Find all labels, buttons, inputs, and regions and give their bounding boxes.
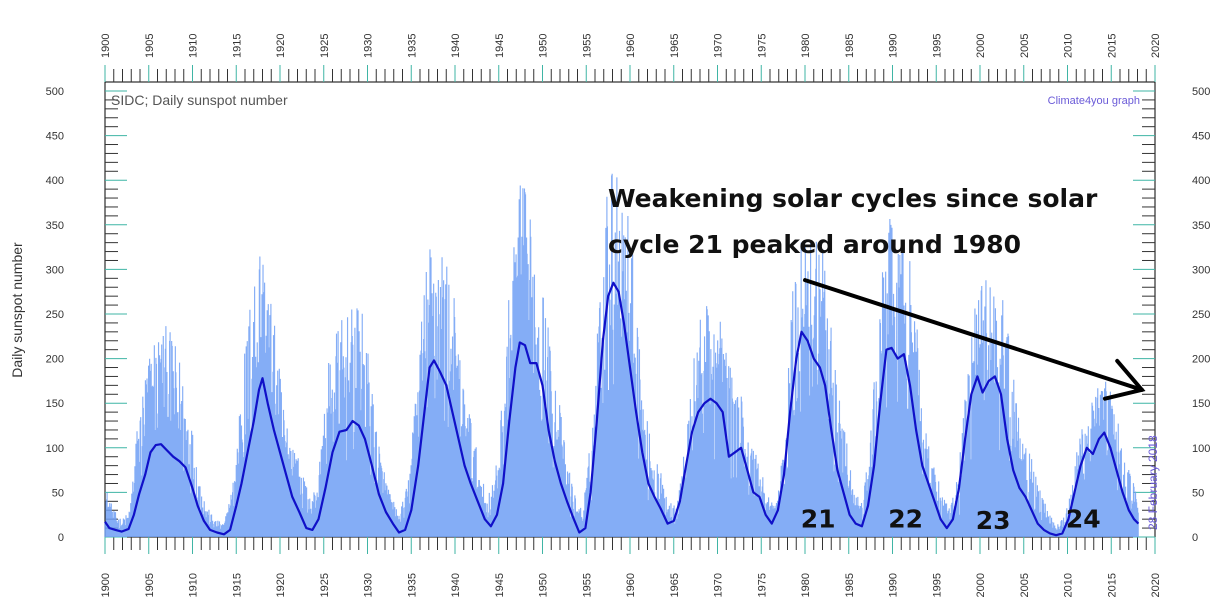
x-tick-label-bottom: 1995 xyxy=(931,573,943,597)
tick-labels: 1900 1900 1905 1905 1910 1910 1915 1915 1920 1920… xyxy=(46,34,1211,598)
credit-label: Climate4you graph xyxy=(1048,95,1140,107)
x-tick-label-bottom: 1945 xyxy=(494,573,506,597)
x-tick-label-top: 1930 xyxy=(363,34,375,58)
annotation-line-1: Weakening solar cycles since solar xyxy=(608,184,1098,213)
y-tick-label-left: 400 xyxy=(46,175,64,187)
annotation-arrow xyxy=(803,278,1146,401)
x-tick-label-bottom: 1925 xyxy=(319,573,331,597)
x-tick-label-top: 1960 xyxy=(625,34,637,58)
x-tick-label-bottom: 1985 xyxy=(844,573,856,597)
y-tick-label-left: 500 xyxy=(46,86,64,98)
x-tick-label-bottom: 2005 xyxy=(1019,573,1031,597)
x-tick-label-top: 2000 xyxy=(975,34,987,58)
x-tick-label-top: 1910 xyxy=(188,34,200,58)
x-tick-label-top: 1975 xyxy=(756,34,768,58)
x-tick-label-top: 1950 xyxy=(538,34,550,58)
y-tick-label-right: 50 xyxy=(1192,487,1204,499)
x-tick-label-top: 1965 xyxy=(669,34,681,58)
x-tick-label-bottom: 1965 xyxy=(669,573,681,597)
x-tick-label-bottom: 1975 xyxy=(756,573,768,597)
cycle-label: 24 xyxy=(1066,504,1101,533)
y-tick-label-left: 50 xyxy=(52,487,64,499)
x-tick-label-bottom: 2000 xyxy=(975,573,987,597)
x-tick-label-bottom: 1915 xyxy=(231,573,243,597)
x-tick-label-top: 2020 xyxy=(1150,34,1162,58)
cycle-label: 23 xyxy=(976,506,1011,535)
x-tick-label-top: 1900 xyxy=(100,34,112,58)
y-tick-label-left: 100 xyxy=(46,443,64,455)
y-tick-label-right: 100 xyxy=(1192,443,1210,455)
x-tick-label-bottom: 1955 xyxy=(581,573,593,597)
x-tick-label-bottom: 1970 xyxy=(713,573,725,597)
x-tick-label-top: 1935 xyxy=(406,34,418,58)
x-tick-label-bottom: 1900 xyxy=(100,573,112,597)
y-tick-label-right: 500 xyxy=(1192,86,1210,98)
x-tick-label-top: 1995 xyxy=(931,34,943,58)
x-tick-label-bottom: 1940 xyxy=(450,573,462,597)
annotation-line-2: cycle 21 peaked around 1980 xyxy=(608,230,1021,259)
y-tick-label-right: 200 xyxy=(1192,354,1210,366)
x-tick-label-bottom: 1920 xyxy=(275,573,287,597)
x-tick-label-top: 1955 xyxy=(581,34,593,58)
y-tick-label-right: 0 xyxy=(1192,532,1198,544)
arrow-head xyxy=(1102,358,1146,401)
x-tick-label-bottom: 1980 xyxy=(800,573,812,597)
cycle-label: 21 xyxy=(801,504,836,533)
x-tick-label-bottom: 1935 xyxy=(406,573,418,597)
x-tick-label-top: 1940 xyxy=(450,34,462,58)
x-tick-label-top: 2015 xyxy=(1106,34,1118,58)
x-tick-label-top: 1905 xyxy=(144,34,156,58)
x-tick-label-bottom: 1950 xyxy=(538,573,550,597)
x-tick-label-top: 2010 xyxy=(1063,34,1075,58)
y-tick-label-right: 300 xyxy=(1192,264,1210,276)
x-tick-label-top: 1915 xyxy=(231,34,243,58)
y-tick-label-left: 350 xyxy=(46,220,64,232)
x-tick-label-bottom: 1960 xyxy=(625,573,637,597)
x-tick-label-bottom: 1990 xyxy=(888,573,900,597)
x-tick-label-bottom: 2015 xyxy=(1106,573,1118,597)
x-tick-label-top: 1945 xyxy=(494,34,506,58)
x-tick-label-bottom: 1910 xyxy=(188,573,200,597)
y-tick-label-left: 200 xyxy=(46,354,64,366)
x-tick-label-bottom: 1905 xyxy=(144,573,156,597)
y-tick-label-left: 300 xyxy=(46,264,64,276)
axis-ticks xyxy=(104,65,1156,554)
y-tick-label-right: 450 xyxy=(1192,131,1210,143)
daily-bars xyxy=(104,173,1139,537)
x-tick-label-top: 1920 xyxy=(275,34,287,58)
x-tick-label-top: 1970 xyxy=(713,34,725,58)
running-mean-line xyxy=(104,281,1140,537)
y-axis-label: Daily sunspot number xyxy=(9,242,25,378)
x-tick-label-top: 2005 xyxy=(1019,34,1031,58)
y-tick-label-right: 350 xyxy=(1192,220,1210,232)
y-tick-label-right: 150 xyxy=(1192,398,1210,410)
daily-sunspot-series xyxy=(104,173,1139,537)
y-tick-label-left: 0 xyxy=(58,532,64,544)
y-tick-label-right: 250 xyxy=(1192,309,1210,321)
y-tick-label-left: 150 xyxy=(46,398,64,410)
x-tick-label-bottom: 2010 xyxy=(1063,573,1075,597)
x-tick-label-bottom: 2020 xyxy=(1150,573,1162,597)
cycle-labels: 21 22 23 24 xyxy=(801,504,1101,535)
x-tick-label-bottom: 1930 xyxy=(363,573,375,597)
x-tick-label-top: 1925 xyxy=(319,34,331,58)
date-note: 28 February 2018 xyxy=(1146,435,1160,530)
y-tick-label-right: 400 xyxy=(1192,175,1210,187)
arrow-shaft xyxy=(803,278,1144,392)
chart-title: SIDC; Daily sunspot number xyxy=(111,92,288,108)
x-tick-label-top: 1990 xyxy=(888,34,900,58)
y-tick-label-left: 450 xyxy=(46,131,64,143)
cycle-label: 22 xyxy=(888,504,923,533)
y-tick-label-left: 250 xyxy=(46,309,64,321)
x-tick-label-top: 1985 xyxy=(844,34,856,58)
x-tick-label-top: 1980 xyxy=(800,34,812,58)
